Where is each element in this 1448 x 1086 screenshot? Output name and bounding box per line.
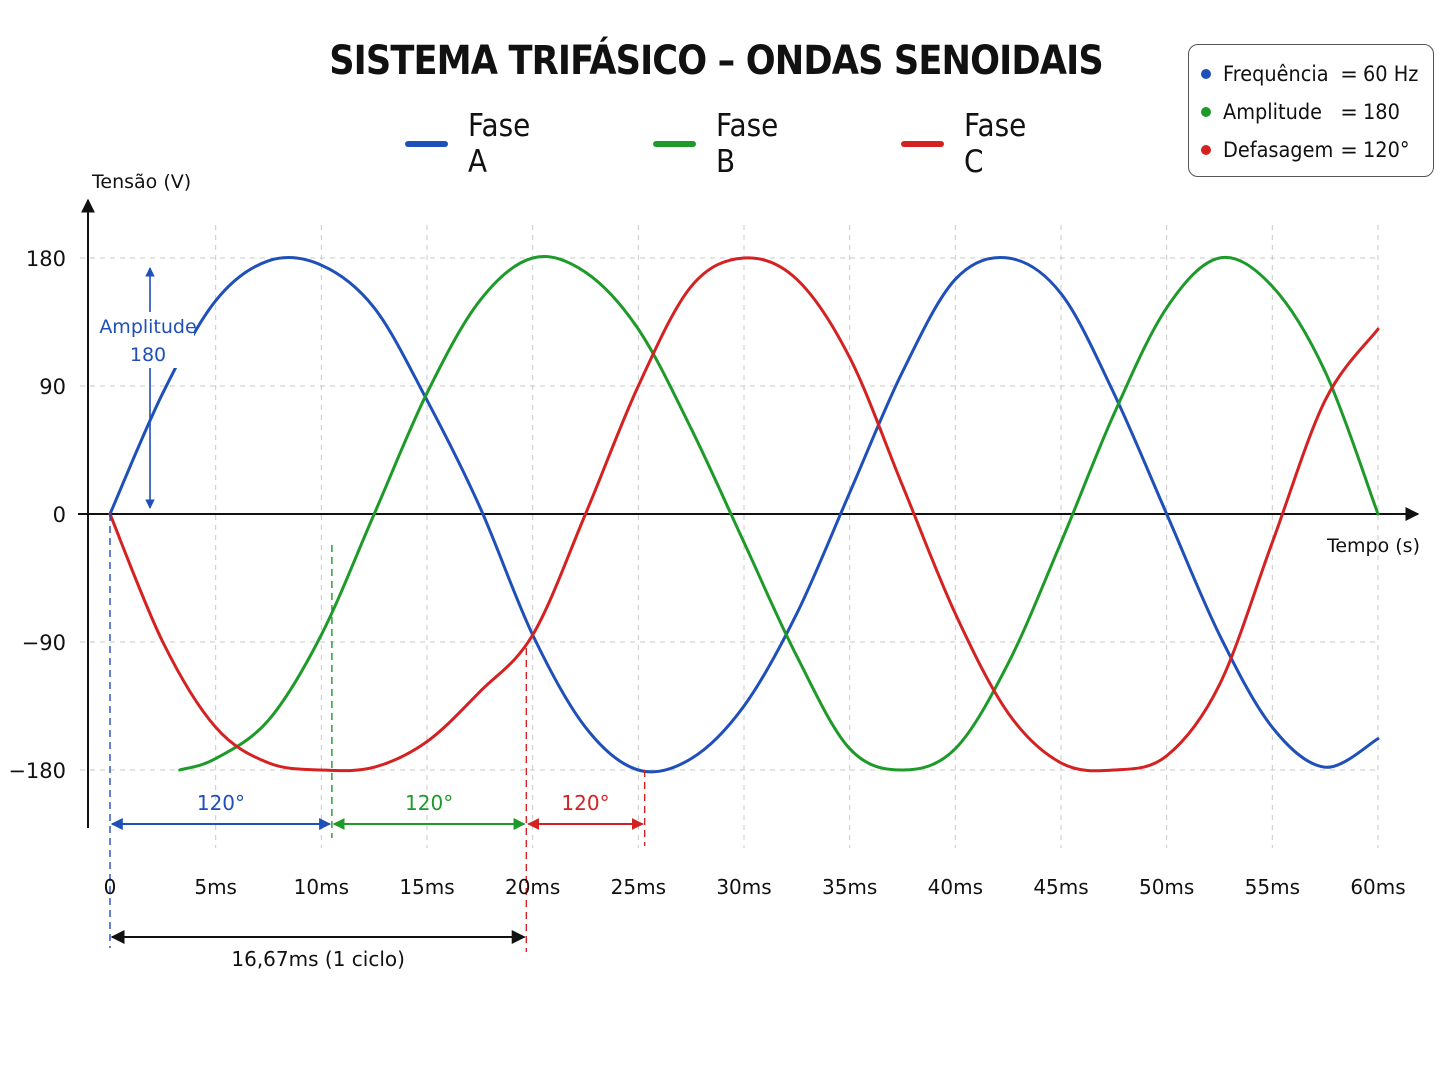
info-dot-frequency: [1201, 69, 1211, 79]
series-line-fase-a: [108, 255, 1380, 774]
phase-shift-label: 120°: [197, 791, 245, 815]
series-line-fase-b: [178, 255, 1380, 772]
y-tick-label: 90: [39, 375, 66, 399]
x-tick-label: 25ms: [611, 875, 666, 899]
x-tick-label: 30ms: [716, 875, 771, 899]
series-line-fase-c: [108, 256, 1380, 773]
legend-label-fase-c: Fase C: [964, 108, 1027, 180]
grid: [80, 225, 1379, 848]
y-tick-label: 180: [26, 247, 66, 271]
legend-item-fase-b: Fase B: [653, 108, 796, 180]
legend-item-fase-c: Fase C: [901, 108, 1044, 180]
x-tick-label: 50ms: [1139, 875, 1194, 899]
axes: Tensão (V) Tempo (s): [78, 171, 1420, 828]
y-axis-label: Tensão (V): [91, 171, 191, 193]
y-tick-label: −90: [22, 631, 66, 655]
parameters-box: Frequência = 60 Hz Amplitude = 180 Defas…: [1188, 44, 1434, 177]
phase-shift-label: 120°: [405, 791, 453, 815]
legend-label-fase-a: Fase A: [468, 108, 531, 180]
legend-item-fase-a: Fase A: [405, 108, 548, 180]
x-tick-label: 0: [104, 875, 117, 899]
tick-labels: 180 90 0 −90 −180 0 5ms 10ms 15ms 20ms 25ms 30ms 35m…: [8, 247, 1405, 899]
info-label-frequency: Frequência: [1223, 62, 1329, 86]
x-tick-label: 20ms: [505, 875, 560, 899]
x-tick-label: 40ms: [928, 875, 983, 899]
x-tick-label: 60ms: [1350, 875, 1405, 899]
info-value-phase-shift: 120°: [1363, 138, 1410, 162]
info-row-amplitude: Amplitude = 180: [1201, 97, 1403, 127]
cycle-label: 16,67ms (1 ciclo): [231, 947, 405, 971]
x-tick-label: 55ms: [1245, 875, 1300, 899]
legend-swatch-fase-a: [405, 141, 449, 147]
x-axis-label: Tempo (s): [1326, 535, 1420, 557]
legend-swatch-fase-c: [901, 141, 944, 147]
legend-label-fase-b: Fase B: [716, 108, 779, 180]
info-value-amplitude: 180: [1363, 100, 1400, 124]
x-tick-label: 35ms: [822, 875, 877, 899]
amplitude-value: 180: [130, 344, 166, 366]
phase-shift-label: 120°: [561, 791, 609, 815]
annotations: Amplitude 180 120° 120° 120° 16,67ms (1 ciclo…: [99, 267, 646, 971]
series-lines: [108, 255, 1380, 774]
info-row-frequency: Frequência = 60 Hz: [1201, 59, 1423, 89]
info-label-amplitude: Amplitude: [1223, 100, 1323, 124]
info-row-phase-shift: Defasagem = 120°: [1201, 135, 1414, 165]
info-eq-phase-shift: =: [1340, 138, 1358, 162]
info-eq-amplitude: =: [1340, 100, 1358, 124]
x-tick-label: 10ms: [294, 875, 349, 899]
info-eq-frequency: =: [1340, 62, 1358, 86]
y-tick-label: −180: [8, 759, 66, 783]
info-dot-amplitude: [1201, 107, 1211, 117]
legend-swatch-fase-b: [653, 141, 697, 147]
info-dot-phase-shift: [1201, 145, 1211, 155]
x-tick-label: 45ms: [1033, 875, 1088, 899]
x-tick-label: 15ms: [399, 875, 454, 899]
chart-title: SISTEMA TRIFÁSICO – ONDAS SENOIDAIS: [329, 38, 1103, 84]
info-value-frequency: 60 Hz: [1363, 62, 1419, 86]
amplitude-label: Amplitude: [99, 316, 196, 338]
x-tick-label: 5ms: [194, 875, 237, 899]
info-label-phase-shift: Defasagem: [1223, 138, 1334, 162]
y-tick-label: 0: [53, 503, 66, 527]
amplitude-label-bg: [104, 312, 194, 368]
